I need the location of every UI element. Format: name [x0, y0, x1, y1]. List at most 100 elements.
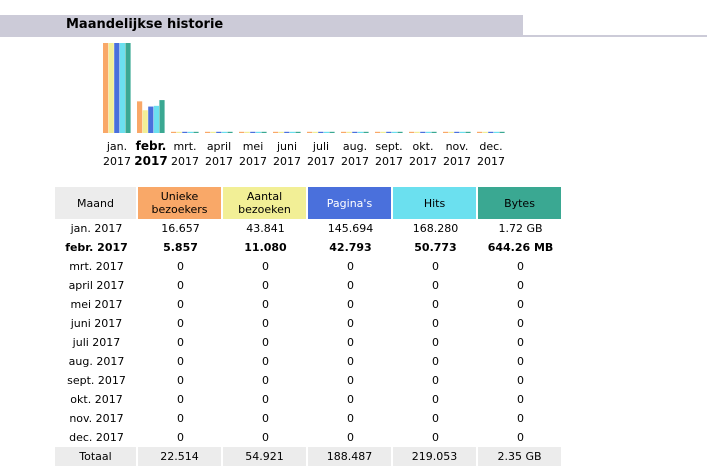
- bar-pages-5: [284, 131, 290, 133]
- month-cell: okt. 2017: [70, 393, 123, 406]
- value-cell: 0: [262, 260, 269, 273]
- value-cell: 43.841: [246, 222, 285, 235]
- table-row: febr. 2017 5.857 11.080 42.793 50.773 644.26 …: [55, 238, 563, 257]
- bar-bytes-11: [499, 131, 505, 133]
- value-cell: 0: [432, 412, 439, 425]
- bar-bytes-2: [193, 131, 199, 133]
- table-row: sept. 2017 0 0 0 0 0: [55, 371, 563, 390]
- value-cell: 0: [347, 374, 354, 387]
- value-cell: 0: [347, 355, 354, 368]
- value-cell: 11.080: [244, 241, 287, 254]
- section-header: Maandelijkse historie: [0, 15, 523, 35]
- table-row: aug. 2017 0 0 0 0 0: [55, 352, 563, 371]
- bar-pages-11: [488, 131, 494, 133]
- month-label-10: nov. 2017: [443, 140, 471, 168]
- month-cell: febr. 2017: [65, 241, 128, 254]
- month-label-9: okt. 2017: [409, 140, 437, 168]
- month-cell: juli 2017: [72, 336, 121, 349]
- value-cell: 0: [517, 374, 524, 387]
- bar-visits-7: [346, 131, 352, 133]
- bar-pages-9: [420, 131, 426, 133]
- table-row: juni 2017 0 0 0 0 0: [55, 314, 563, 333]
- bar-bytes-1: [159, 100, 165, 133]
- value-cell: 0: [262, 431, 269, 444]
- bar-bytes-3: [227, 131, 233, 133]
- total-value: 54.921: [223, 447, 308, 466]
- value-cell: 0: [347, 412, 354, 425]
- table-row: jan. 2017 16.657 43.841 145.694 168.280 1.72 …: [55, 219, 563, 238]
- bar-hits-5: [289, 131, 295, 133]
- bar-hits-4: [255, 131, 261, 133]
- value-cell: 0: [347, 260, 354, 273]
- bar-pages-3: [216, 131, 222, 133]
- bar-bytes-0: [125, 43, 131, 133]
- value-cell: 1.72 GB: [498, 222, 543, 235]
- bar-visits-5: [278, 131, 284, 133]
- bar-pages-10: [454, 131, 460, 133]
- bar-hits-3: [221, 131, 227, 133]
- bar-visitors-0: [103, 43, 109, 133]
- column-header-0: Maand: [55, 187, 138, 219]
- value-cell: 0: [177, 336, 184, 349]
- column-header-5: Bytes: [478, 187, 563, 219]
- value-cell: 0: [517, 393, 524, 406]
- value-cell: 0: [517, 412, 524, 425]
- monthly-history-table: Maand Unieke bezoekers Aantal bezoeken Pagina…: [55, 187, 563, 466]
- section-title: Maandelijkse historie: [66, 17, 224, 32]
- total-value: 188.487: [308, 447, 393, 466]
- bar-visitors-3: [205, 131, 211, 133]
- value-cell: 0: [262, 298, 269, 311]
- bar-visits-1: [142, 110, 148, 133]
- bar-visits-0: [108, 43, 114, 133]
- value-cell: 0: [262, 336, 269, 349]
- bar-hits-2: [187, 131, 193, 133]
- value-cell: 5.857: [163, 241, 198, 254]
- bar-visits-4: [244, 131, 250, 133]
- value-cell: 0: [262, 279, 269, 292]
- value-cell: 145.694: [327, 222, 374, 235]
- month-label-4: mei 2017: [239, 140, 267, 168]
- value-cell: 0: [262, 317, 269, 330]
- total-row: Totaal 22.514 54.921 188.487 219.053 2.35 GB: [55, 447, 563, 466]
- bar-bytes-6: [329, 131, 335, 133]
- table-row: okt. 2017 0 0 0 0 0: [55, 390, 563, 409]
- value-cell: 0: [262, 374, 269, 387]
- value-cell: 0: [432, 431, 439, 444]
- value-cell: 0: [177, 412, 184, 425]
- month-label-11: dec. 2017: [477, 140, 505, 168]
- month-cell: aug. 2017: [68, 355, 125, 368]
- bar-pages-1: [148, 106, 154, 133]
- bar-bytes-10: [465, 131, 471, 133]
- value-cell: 0: [432, 298, 439, 311]
- bar-bytes-5: [295, 131, 301, 133]
- value-cell: 0: [347, 336, 354, 349]
- column-header-2: Aantal bezoeken: [223, 187, 308, 219]
- column-header-4: Hits: [393, 187, 478, 219]
- bar-bytes-9: [431, 131, 437, 133]
- bar-bytes-7: [363, 131, 369, 133]
- total-value: 2.35 GB: [478, 447, 563, 466]
- bar-hits-9: [425, 131, 431, 133]
- month-label-5: juni 2017: [273, 140, 301, 168]
- bar-visitors-5: [273, 131, 279, 133]
- month-cell: mei 2017: [70, 298, 123, 311]
- bar-pages-0: [114, 43, 120, 133]
- bar-pages-2: [182, 131, 188, 133]
- value-cell: 0: [347, 279, 354, 292]
- bar-visitors-1: [137, 101, 143, 133]
- bar-hits-6: [323, 131, 329, 133]
- value-cell: 0: [177, 298, 184, 311]
- value-cell: 0: [177, 374, 184, 387]
- table-row: juli 2017 0 0 0 0 0: [55, 333, 563, 352]
- bar-visits-11: [482, 131, 488, 133]
- month-label-1: febr. 2017: [134, 139, 168, 168]
- month-cell: dec. 2017: [69, 431, 124, 444]
- table-row: nov. 2017 0 0 0 0 0: [55, 409, 563, 428]
- bar-hits-11: [493, 131, 499, 133]
- monthly-history-chart: [103, 43, 505, 133]
- value-cell: 0: [347, 298, 354, 311]
- month-cell: mrt. 2017: [69, 260, 124, 273]
- bar-visits-6: [312, 131, 318, 133]
- value-cell: 0: [432, 374, 439, 387]
- value-cell: 0: [262, 412, 269, 425]
